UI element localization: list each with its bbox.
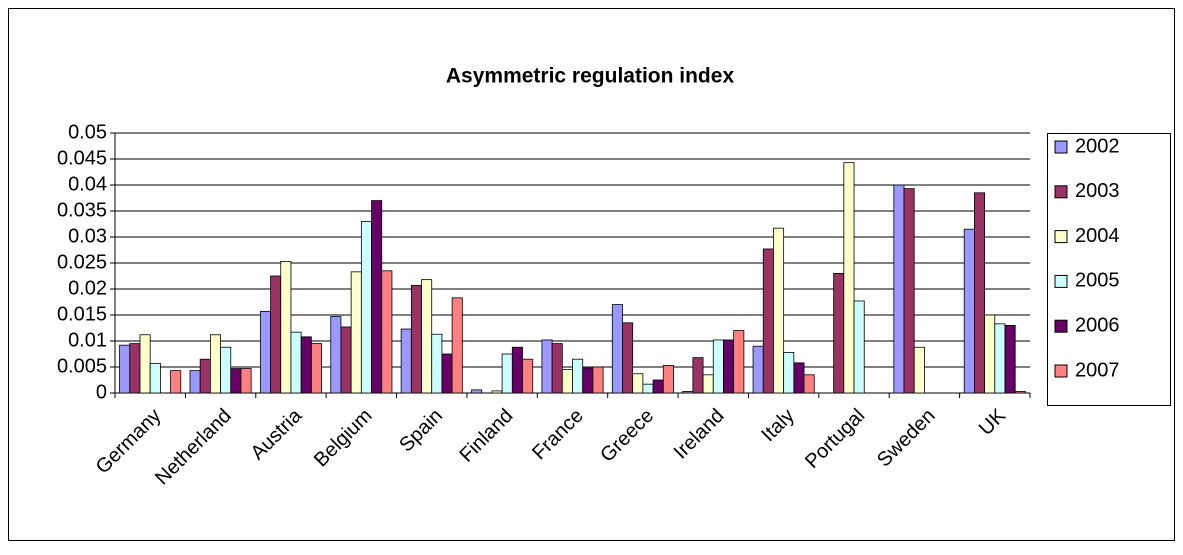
bar — [712, 339, 724, 394]
legend-label: 2007 — [1075, 359, 1120, 381]
bar — [652, 379, 664, 394]
bar — [1014, 391, 1026, 394]
bar — [903, 188, 915, 394]
bar — [843, 162, 855, 394]
bar — [642, 383, 654, 394]
bar — [611, 304, 623, 394]
y-tick-label: 0.05 — [68, 121, 107, 143]
bar — [199, 358, 211, 394]
bar — [632, 373, 644, 394]
bar — [431, 333, 443, 394]
bar — [259, 310, 271, 394]
bar — [441, 353, 453, 394]
bar — [793, 362, 805, 394]
bar — [371, 200, 383, 394]
bar — [230, 368, 242, 394]
bar — [189, 370, 201, 394]
bar — [803, 374, 815, 394]
bar — [149, 362, 161, 394]
bar — [561, 369, 573, 394]
bar — [833, 272, 845, 394]
legend-label: 2004 — [1075, 225, 1120, 247]
bar — [1004, 324, 1016, 394]
bar — [350, 271, 362, 394]
bar — [270, 275, 282, 394]
bar — [682, 391, 694, 394]
bar — [522, 358, 534, 394]
legend-swatch — [1054, 274, 1068, 288]
legend-label: 2002 — [1075, 135, 1120, 157]
bar — [582, 367, 594, 394]
bar — [381, 270, 393, 394]
bar — [572, 358, 584, 394]
bar — [622, 322, 634, 394]
bar — [762, 248, 774, 394]
bar — [963, 228, 975, 394]
bar — [451, 297, 463, 394]
bar — [280, 261, 292, 394]
bar — [702, 374, 714, 394]
bar — [209, 334, 221, 394]
y-tick-label: 0.01 — [68, 329, 107, 351]
y-tick-label: 0.005 — [57, 355, 107, 377]
bar — [400, 328, 412, 394]
y-tick-label: 0.035 — [57, 199, 107, 221]
bar — [913, 346, 925, 394]
bar — [752, 345, 764, 394]
bar — [300, 336, 312, 394]
bar — [119, 344, 131, 394]
bar — [592, 366, 604, 394]
y-tick-label: 0.03 — [68, 225, 107, 247]
legend-swatch — [1054, 140, 1068, 154]
bar — [974, 192, 986, 394]
bar — [773, 227, 785, 394]
bar — [310, 343, 322, 394]
bar — [511, 346, 523, 394]
y-tick-label: 0.02 — [68, 277, 107, 299]
y-tick-label: 0.025 — [57, 251, 107, 273]
bar — [783, 352, 795, 394]
bar — [290, 331, 302, 394]
bar — [240, 368, 252, 394]
legend-swatch — [1054, 319, 1068, 333]
bar — [139, 334, 151, 394]
bar — [129, 343, 141, 394]
legend-label: 2005 — [1075, 270, 1120, 292]
y-tick-label: 0.015 — [57, 303, 107, 325]
bar — [541, 339, 553, 394]
bar — [733, 330, 745, 394]
bar — [723, 339, 735, 394]
y-tick-label: 0.04 — [68, 173, 107, 195]
bar — [551, 343, 563, 394]
bar — [491, 390, 503, 394]
bar — [994, 323, 1006, 394]
bar — [471, 389, 483, 394]
bar — [853, 300, 865, 394]
bar — [662, 365, 674, 394]
bar — [692, 357, 704, 394]
bar — [421, 279, 433, 394]
legend-swatch — [1054, 230, 1068, 244]
bar — [410, 284, 422, 394]
bar — [893, 184, 905, 394]
bar — [340, 326, 352, 394]
legend-label: 2003 — [1075, 180, 1120, 202]
chart-title: Asymmetric regulation index — [446, 65, 735, 88]
legend-box — [1047, 133, 1171, 406]
bar — [170, 370, 182, 394]
bar — [330, 316, 342, 394]
y-tick-label: 0.045 — [57, 147, 107, 169]
bar — [220, 346, 232, 394]
bar — [501, 353, 513, 394]
bar — [360, 220, 372, 394]
legend-swatch — [1054, 185, 1068, 199]
legend-swatch — [1054, 364, 1068, 378]
bar — [984, 314, 996, 394]
y-tick-label: 0 — [96, 381, 107, 403]
legend-label: 2006 — [1075, 314, 1120, 336]
